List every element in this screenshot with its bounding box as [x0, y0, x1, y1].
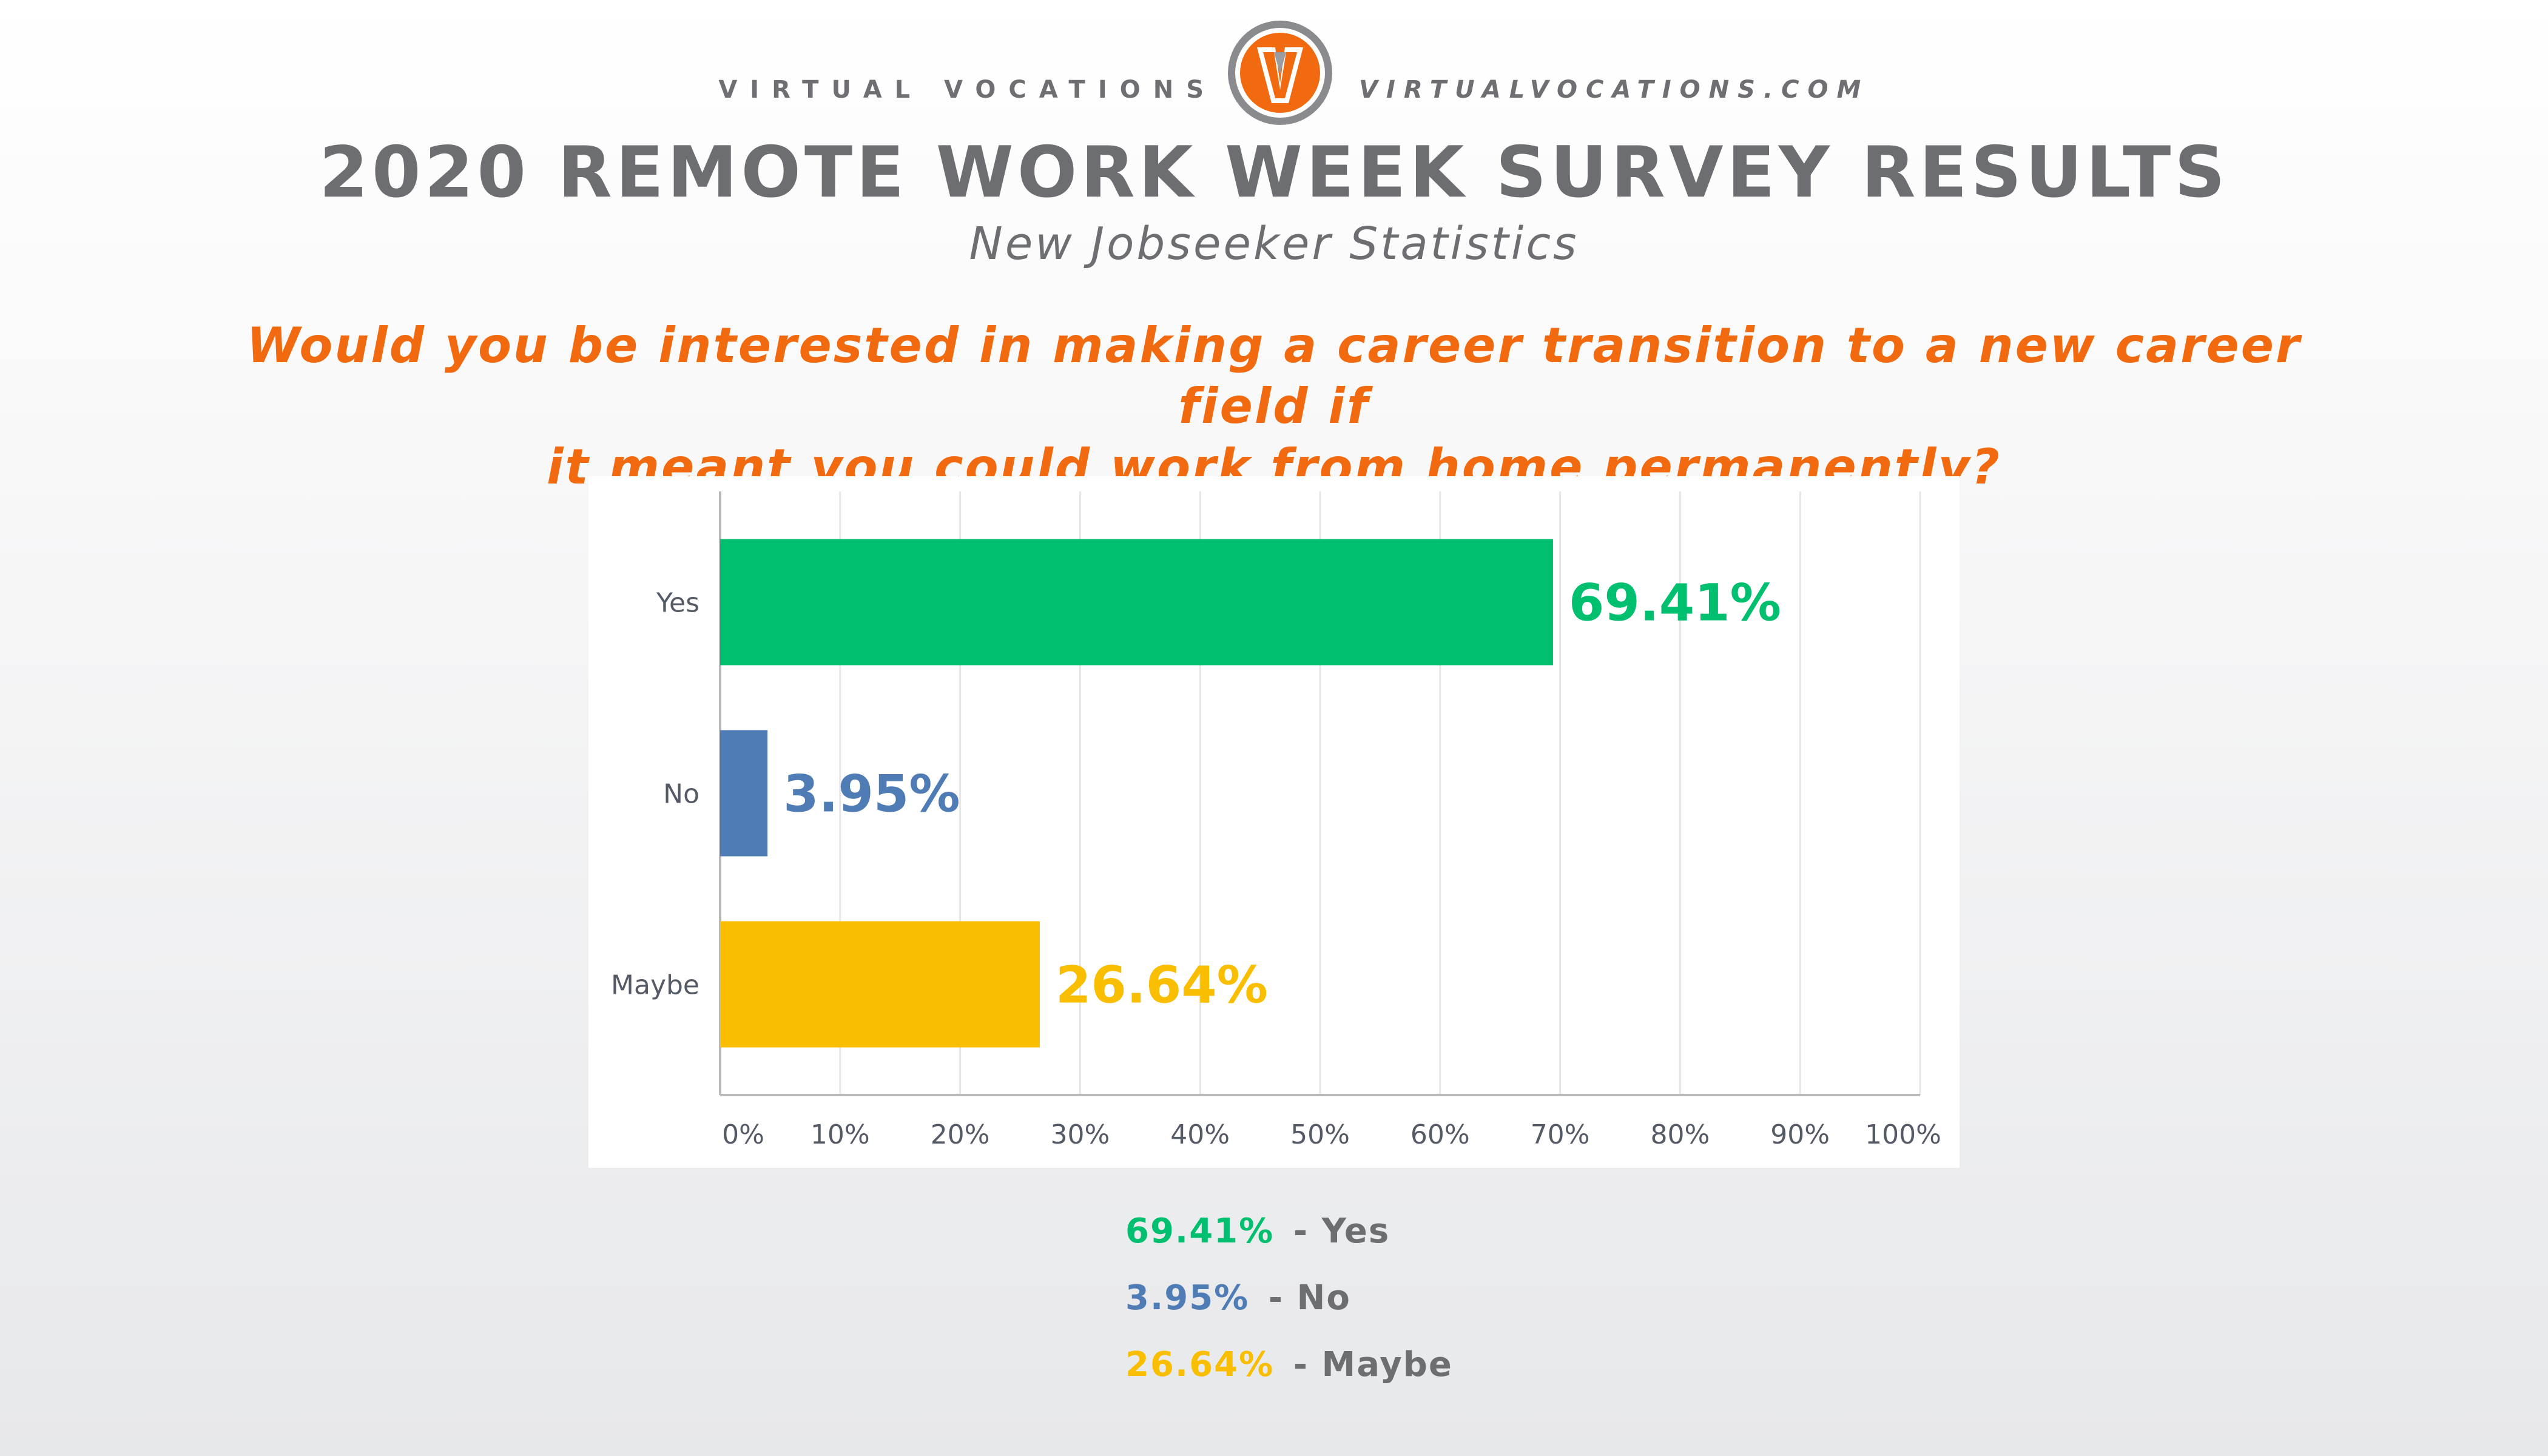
- legend-separator: -: [1280, 1345, 1322, 1384]
- data-label-no: 3.95%: [783, 764, 960, 824]
- category-label-maybe: Maybe: [611, 970, 699, 1001]
- legend-label-yes: Yes: [1321, 1212, 1390, 1251]
- x-tick-label-60: 60%: [1410, 1119, 1470, 1150]
- x-tick-label-10: 10%: [811, 1119, 870, 1150]
- legend-value-yes: 69.41%: [1125, 1212, 1275, 1251]
- x-tick-label-20: 20%: [931, 1119, 990, 1150]
- data-label-maybe: 26.64%: [1056, 956, 1268, 1015]
- x-tick-label-0: 0%: [722, 1119, 764, 1150]
- page-title: 2020 REMOTE WORK WEEK SURVEY RESULTS: [319, 132, 2229, 214]
- legend-separator: -: [1280, 1212, 1322, 1251]
- data-label-yes: 69.41%: [1569, 573, 1781, 633]
- page-subtitle: New Jobseeker Statistics: [969, 218, 1579, 270]
- bar-yes: [720, 539, 1553, 666]
- legend-label-no: No: [1296, 1278, 1351, 1318]
- brand-website: VIRTUALVOCATIONS.COM: [1359, 76, 1870, 104]
- legend-item-no: 3.95% - No: [1125, 1268, 1671, 1335]
- x-tick-label-100: 100%: [1865, 1119, 1941, 1150]
- legend-separator: -: [1255, 1278, 1297, 1318]
- x-tick-label-70: 70%: [1531, 1119, 1590, 1150]
- bar-no: [720, 730, 768, 857]
- x-tick-label-50: 50%: [1290, 1119, 1350, 1150]
- bar-chart: 0% 10% 20% 30% 40% 50% 60% 70% 80% 90% 100% Yes 69.4…: [611, 491, 1941, 1150]
- x-tick-label-90: 90%: [1770, 1119, 1830, 1150]
- category-label-yes: Yes: [656, 588, 699, 619]
- survey-question-line-1: Would you be interested in making a care…: [246, 317, 2302, 434]
- brand-name: VIRTUAL VOCATIONS: [718, 76, 1216, 104]
- x-tick-label-30: 30%: [1051, 1119, 1110, 1150]
- legend-value-maybe: 26.64%: [1125, 1345, 1275, 1384]
- legend-item-maybe: 26.64% - Maybe: [1125, 1335, 1671, 1401]
- legend-value-no: 3.95%: [1125, 1278, 1250, 1318]
- bar-maybe: [720, 921, 1040, 1048]
- survey-question: Would you be interested in making a care…: [182, 315, 2366, 497]
- x-tick-label-80: 80%: [1651, 1119, 1710, 1150]
- header: VIRTUAL VOCATIONS VIRTUALVOCATIONS.COM 2…: [0, 0, 2548, 315]
- virtual-vocations-logo-icon: [1228, 21, 1332, 125]
- legend-label-maybe: Maybe: [1321, 1345, 1453, 1384]
- x-tick-label-40: 40%: [1170, 1119, 1230, 1150]
- legend: 69.41% - Yes 3.95% - No 26.64% - Maybe: [1125, 1201, 1671, 1401]
- legend-item-yes: 69.41% - Yes: [1125, 1201, 1671, 1268]
- category-label-no: No: [663, 779, 699, 810]
- chart-panel: 0% 10% 20% 30% 40% 50% 60% 70% 80% 90% 100% Yes 69.4…: [588, 476, 1960, 1168]
